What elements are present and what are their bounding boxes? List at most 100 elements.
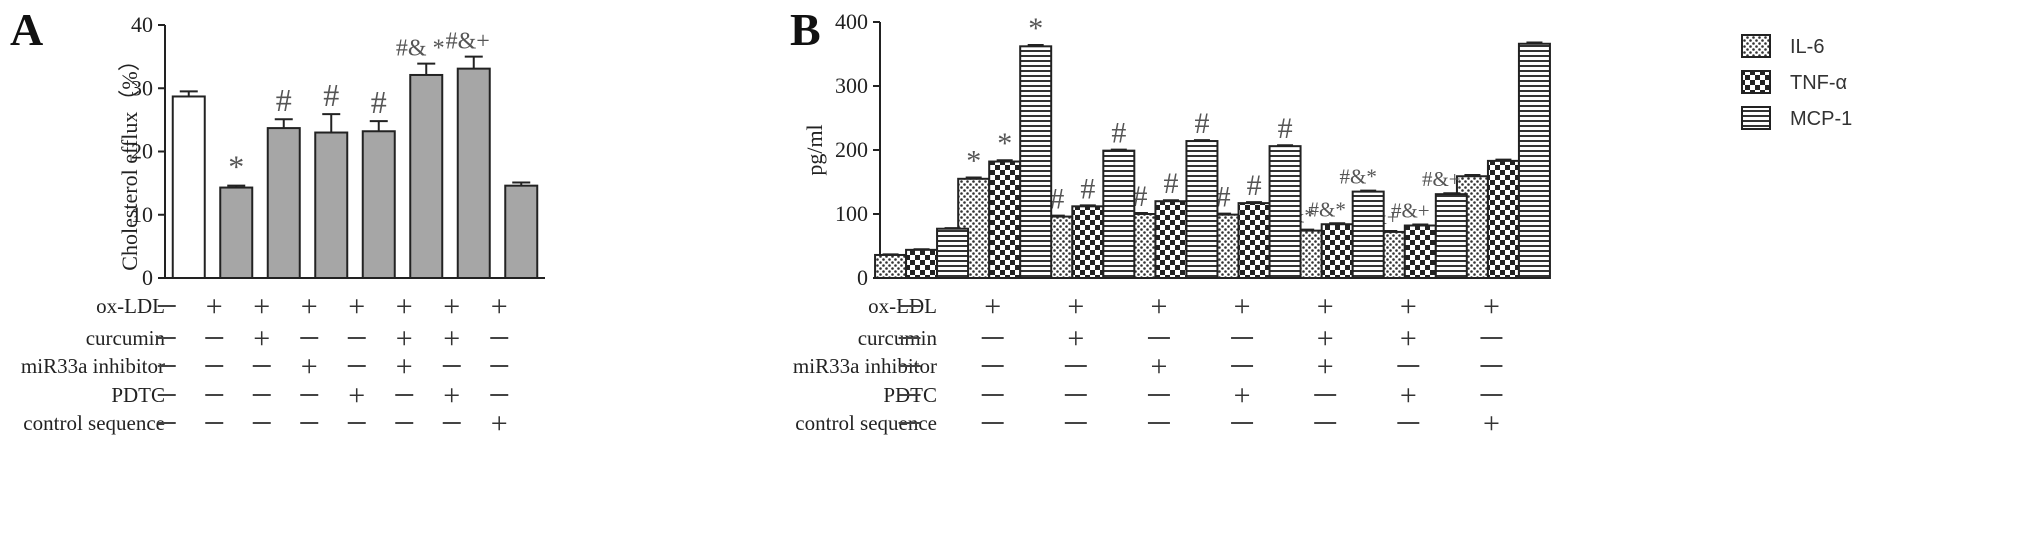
y-axis-a: 0 10 20 30 40	[131, 12, 545, 290]
condition-plus: +	[1483, 290, 1500, 323]
y-tick-label-b: 100	[835, 201, 868, 226]
bar-b	[1102, 149, 1136, 279]
panel-letter-b: B	[790, 4, 821, 55]
legend-label: IL-6	[1790, 36, 1824, 58]
significance-label-b: #	[1216, 181, 1231, 214]
significance-label-b: #&*	[1309, 197, 1346, 221]
legend-swatch	[1741, 34, 1771, 58]
y-tick-label-b: 400	[835, 9, 868, 34]
condition-plus: +	[1400, 379, 1417, 412]
condition-plus: +	[348, 379, 365, 412]
significance-label-a: #	[371, 84, 387, 120]
condition-plus: +	[1317, 290, 1334, 323]
condition-plus: +	[1150, 350, 1167, 383]
significance-label-b: #&+	[1422, 167, 1461, 191]
condition-plus: +	[491, 290, 508, 323]
bar-b	[936, 227, 970, 279]
y-tick-label-a: 30	[131, 75, 153, 100]
condition-plus: +	[1483, 407, 1500, 440]
condition-label: control sequence	[23, 411, 165, 435]
y-tick-label-b: 0	[857, 265, 868, 290]
significance-label-b: #	[1080, 172, 1095, 205]
bar-b	[1185, 140, 1219, 279]
bars-b: *####&*#&+*####&*#&+*####&*#&+	[874, 12, 1551, 280]
condition-plus: +	[1067, 322, 1084, 355]
conditions-table-a: ox-LDL + + + + + + +curcumin + + +miR33a inhibitor…	[21, 290, 509, 440]
bar-b	[1237, 202, 1271, 279]
bar-b	[988, 160, 1022, 280]
bar-a	[219, 186, 254, 280]
condition-plus: +	[1317, 350, 1334, 383]
condition-plus: +	[984, 290, 1001, 323]
bar-b	[1517, 42, 1551, 280]
significance-label-a: #	[323, 77, 339, 113]
y-tick-label-b: 200	[835, 137, 868, 162]
bar-a	[456, 67, 491, 279]
bar-b	[905, 248, 939, 279]
bar-a	[361, 130, 396, 279]
condition-plus: +	[443, 379, 460, 412]
y-axis-label-a: Cholesterol efflux（%）	[117, 49, 142, 270]
significance-label-b: #	[1278, 112, 1293, 145]
condition-plus: +	[1234, 379, 1251, 412]
legend-label: MCP-1	[1790, 108, 1852, 130]
significance-label-b: #	[1163, 167, 1178, 200]
bar-a	[171, 95, 206, 279]
bar-b	[1019, 45, 1053, 279]
condition-plus: +	[1150, 290, 1167, 323]
y-tick-label-b: 300	[835, 73, 868, 98]
bar-b	[1434, 193, 1468, 279]
condition-plus: +	[1234, 290, 1251, 323]
bar-b	[1320, 223, 1354, 280]
significance-label-b: #	[1111, 117, 1126, 150]
condition-label: ox-LDL	[96, 294, 165, 318]
significance-label-a: *	[228, 149, 244, 185]
legend-b: IL-6 TNF-α MCP-1	[1741, 34, 1852, 130]
conditions-table-b: ox-LDL + + + + + + +curcumin + + +miR33a inhibitor…	[793, 290, 1503, 440]
bar-b	[1154, 200, 1188, 279]
condition-label: miR33a inhibitor	[21, 354, 165, 378]
significance-label-a: #&+	[446, 29, 490, 55]
significance-label-b: #	[1194, 107, 1209, 140]
legend-swatch	[1741, 70, 1771, 94]
significance-label-b: *	[997, 127, 1012, 160]
condition-plus: +	[396, 322, 413, 355]
condition-label: curcumin	[858, 326, 938, 350]
bar-b	[1071, 205, 1105, 280]
condition-label: curcumin	[86, 326, 166, 350]
panel-letter-a: A	[10, 4, 43, 55]
bar-b	[1268, 145, 1302, 279]
significance-label-b: #	[1132, 180, 1147, 213]
significance-label-a: #	[276, 82, 292, 118]
condition-plus: +	[491, 407, 508, 440]
y-axis-label-b: pg/ml	[802, 124, 827, 175]
condition-plus: +	[1317, 322, 1334, 355]
condition-label: PDTC	[111, 383, 165, 407]
bars-a: * # # # #& * #&+	[171, 29, 539, 280]
condition-plus: +	[443, 322, 460, 355]
y-tick-label-a: 40	[131, 12, 153, 37]
significance-label-b: *	[1028, 12, 1043, 45]
significance-label-b: *	[966, 145, 981, 178]
bar-b	[1486, 159, 1520, 280]
condition-plus: +	[206, 290, 223, 323]
condition-plus: +	[1067, 290, 1084, 323]
y-tick-label-a: 0	[142, 265, 153, 290]
condition-plus: +	[301, 290, 318, 323]
significance-label-b: #&+	[1391, 199, 1430, 223]
condition-plus: +	[301, 350, 318, 383]
condition-plus: +	[396, 290, 413, 323]
y-tick-label-a: 20	[131, 139, 153, 164]
bar-a	[266, 127, 301, 279]
significance-label-b: #	[1049, 183, 1064, 216]
condition-plus: +	[253, 322, 270, 355]
significance-label-b: #	[1247, 169, 1262, 202]
y-tick-label-a: 10	[131, 202, 153, 227]
condition-plus: +	[443, 290, 460, 323]
panel-a: A Cholesterol efflux（%） 0 10 20 30 40 * # # # #&…	[10, 4, 545, 290]
legend-swatch	[1741, 106, 1771, 130]
legend-label: TNF-α	[1790, 72, 1847, 94]
bar-b	[874, 253, 908, 280]
bar-a	[504, 184, 539, 279]
